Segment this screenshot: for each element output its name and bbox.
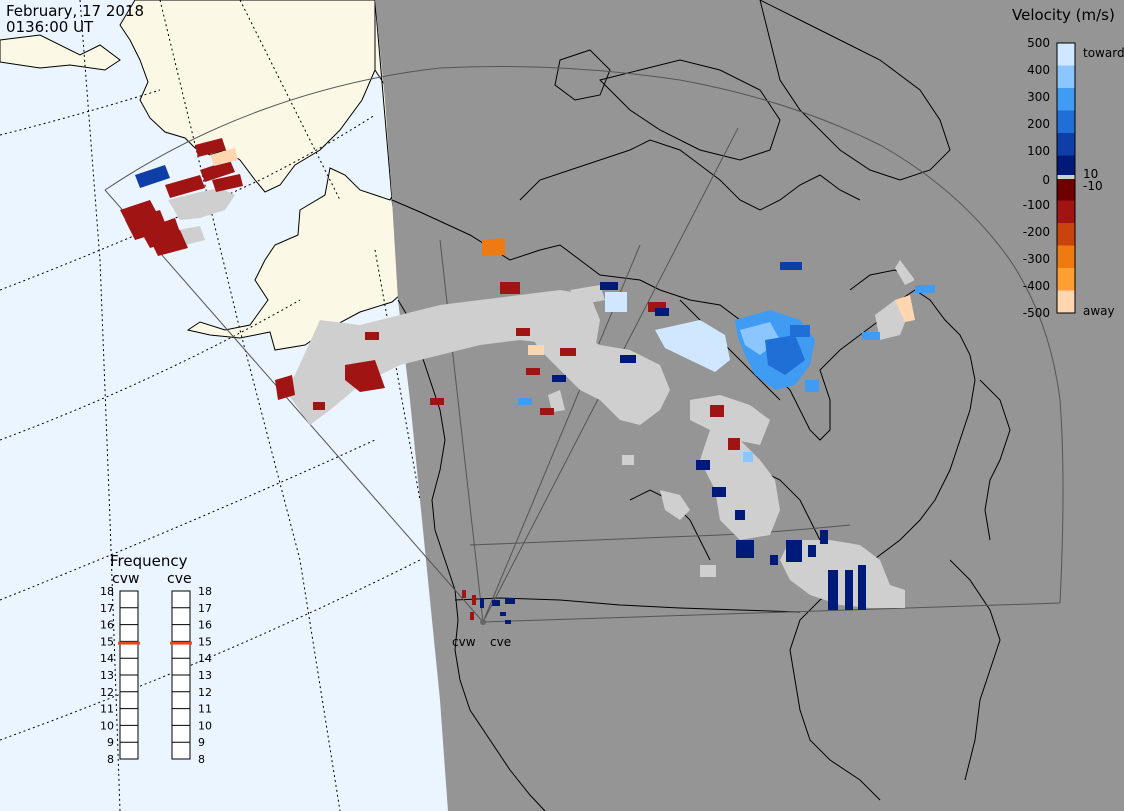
velocity-colorbar-segment [1057,43,1075,66]
frequency-scale-right: 18 [198,585,212,598]
velocity-tick-label: -400 [1023,279,1050,293]
velocity-colorbar-segment [1057,290,1075,314]
velocity-tick-label: -10 [1083,179,1103,193]
velocity-colorbar-segment [1057,88,1075,111]
velocity-tick-label: 400 [1027,63,1050,77]
site-label-cvw: cvw [452,635,476,649]
velocity-tick-label: 200 [1027,117,1050,131]
ground-scatter [168,188,915,608]
velocity-colorbar-segment [1057,223,1075,246]
frequency-scale-left: 16 [100,619,114,632]
frequency-scale-left: 9 [107,736,114,749]
frequency-scale-left: 13 [100,669,114,682]
frequency-scale-right: 10 [198,719,212,732]
frequency-scale-right: 14 [198,652,212,665]
radar-site-marker [480,619,486,625]
frequency-scale-right: 9 [198,736,205,749]
velocity-away-cells [120,138,915,620]
velocity-colorbar-segment [1057,200,1075,224]
velocity-colorbar-segment [1057,65,1075,89]
frequency-scale-right: 16 [198,619,212,632]
frequency-scale-left: 12 [100,686,114,699]
frequency-scale-left: 17 [100,602,114,615]
frequency-scale-left: 8 [107,753,114,766]
frequency-marker-cvw [118,641,140,645]
velocity-colorbar-segment [1057,155,1075,179]
velocity-zero-band [1057,175,1075,179]
velocity-colorbar-segment [1057,245,1075,269]
frequency-scale-left: 14 [100,652,114,665]
velocity-tick-label: -200 [1023,225,1050,239]
frequency-scale-left: 11 [100,703,114,716]
frequency-scale-right: 15 [198,635,212,648]
velocity-away-label: away [1083,304,1115,318]
velocity-tick-label: 500 [1027,36,1050,50]
frequency-scale-right: 11 [198,703,212,716]
frequency-scale-right: 13 [198,669,212,682]
velocity-tick-label: 10 [1083,167,1098,181]
frequency-title: Frequency [110,552,188,570]
frequency-label-cvw: cvw [112,571,139,587]
frequency-panel: Frequency cvw cve 18 18 17 17 16 16 15 15 14 14 13… [100,552,212,766]
velocity-tick-label: 300 [1027,90,1050,104]
velocity-toward-label: toward [1083,46,1124,60]
site-label-cve: cve [490,635,511,649]
velocity-tick-label: 0 [1042,173,1050,187]
frequency-marker-cve [170,641,192,645]
velocity-colorbar-segment [1057,178,1075,201]
velocity-tick-label: -100 [1023,198,1050,212]
velocity-colorbar-segment [1057,268,1075,291]
frequency-scale-right: 17 [198,602,212,615]
map-date: February, 17 2018 [6,2,145,20]
frequency-scale-left: 15 [100,635,114,648]
field-of-view [104,66,1064,623]
land-alaska [186,0,401,351]
frequency-scale-right: 12 [198,686,212,699]
velocity-legend-title: Velocity (m/s) [1012,6,1115,24]
frequency-scale-left: 10 [100,719,114,732]
velocity-colorbar-frame [1056,42,1076,314]
velocity-tick-label: -500 [1023,306,1050,320]
velocity-colorbar-segment [1057,110,1075,134]
frequency-scale-left: 18 [100,585,114,598]
frequency-scale-right: 8 [198,753,205,766]
velocity-colorbar-segment [1057,133,1075,156]
velocity-tick-label: -300 [1023,252,1050,266]
velocity-toward-cells [135,165,935,624]
land-chukotka [0,34,121,71]
velocity-tick-label: 100 [1027,144,1050,158]
map-time: 0136:00 UT [6,18,94,36]
frequency-label-cve: cve [167,571,192,587]
